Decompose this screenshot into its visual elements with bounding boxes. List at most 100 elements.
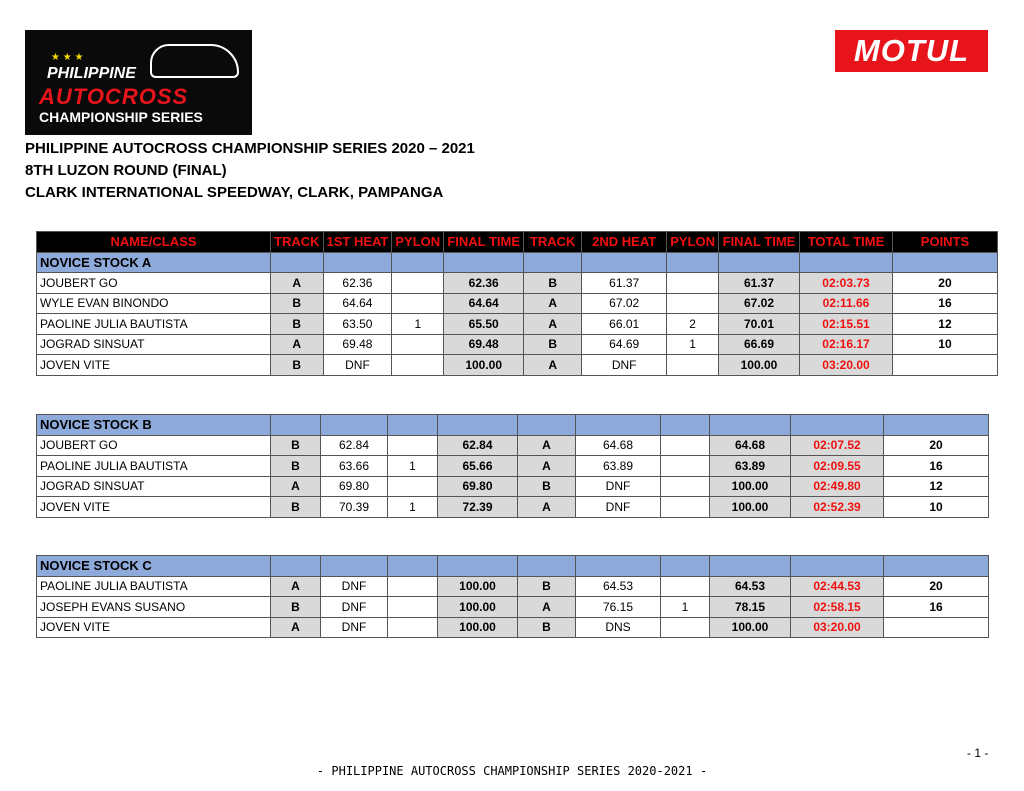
cell-pylon xyxy=(660,496,710,518)
cell-points xyxy=(891,354,998,376)
empty-cell xyxy=(660,555,710,577)
cell-pylon: 1 xyxy=(660,596,710,618)
cell-pylon: 1 xyxy=(387,496,438,518)
cell-total-time: 02:03.73 xyxy=(798,272,893,294)
empty-cell xyxy=(391,251,445,273)
cell-pylon: 1 xyxy=(391,313,445,335)
cell-final-time: 100.00 xyxy=(709,496,791,518)
cell-track: B xyxy=(270,496,321,518)
cell-name-class: WYLE EVAN BINONDO xyxy=(36,292,271,314)
cell-final-time: 100.00 xyxy=(437,616,518,638)
cell-1st-heat: 63.50 xyxy=(322,313,393,335)
table-row: JOVEN VITE B 70.39 1 72.39 A DNF 100.00 02:52.39… xyxy=(36,496,989,518)
table-row: JOVEN VITE B DNF 100.00 A DNF 100.00 03:20.00 xyxy=(36,354,998,376)
empty-cell xyxy=(517,414,576,436)
column-header: FINAL TIME xyxy=(717,231,800,253)
cell-final-time: 64.68 xyxy=(709,434,791,456)
cell-name-class: PAOLINE JULIA BAUTISTA xyxy=(36,575,271,597)
cell-track: B xyxy=(517,575,576,597)
cell-track: A xyxy=(517,496,576,518)
empty-cell xyxy=(270,414,321,436)
cell-final-time: 69.48 xyxy=(443,333,525,355)
cell-name-class: JOUBERT GO xyxy=(36,434,271,456)
column-header: TRACK xyxy=(270,231,324,253)
table-row: WYLE EVAN BINONDO B 64.64 64.64 A 67.02 67.02 0… xyxy=(36,292,998,314)
logo-text-2: AUTOCROSS xyxy=(39,84,189,109)
empty-cell xyxy=(270,251,324,273)
cell-pylon xyxy=(660,575,710,597)
empty-cell xyxy=(666,251,719,273)
cell-points: 12 xyxy=(891,313,998,335)
class-row: NOVICE STOCK A xyxy=(36,251,998,273)
empty-cell xyxy=(709,555,791,577)
cell-pylon xyxy=(660,616,710,638)
cell-total-time: 02:15.51 xyxy=(798,313,893,335)
cell-total-time: 03:20.00 xyxy=(790,616,884,638)
cell-pylon xyxy=(387,596,438,618)
cell-name-class: JOGRAD SINSUAT xyxy=(36,475,271,497)
results-table: NOVICE STOCK C PAOLINE JULIA BAUTISTA A DNF… xyxy=(36,555,989,638)
cell-name-class: PAOLINE JULIA BAUTISTA xyxy=(36,313,271,335)
cell-track: B xyxy=(270,292,324,314)
cell-2nd-heat: 67.02 xyxy=(581,292,668,314)
table-row: JOVEN VITE A DNF 100.00 B DNS 100.00 03:20.00 xyxy=(36,616,989,638)
cell-1st-heat: 62.84 xyxy=(320,434,388,456)
cell-total-time: 03:20.00 xyxy=(798,354,893,376)
cell-pylon xyxy=(660,475,710,497)
column-header: TOTAL TIME xyxy=(798,231,893,253)
empty-cell xyxy=(581,251,668,273)
cell-name-class: JOVEN VITE xyxy=(36,616,271,638)
cell-2nd-heat: DNS xyxy=(575,616,661,638)
cell-track: B xyxy=(270,455,321,477)
cell-pylon xyxy=(391,333,445,355)
cell-final-time: 100.00 xyxy=(709,475,791,497)
cell-total-time: 02:11.66 xyxy=(798,292,893,314)
cell-1st-heat: 64.64 xyxy=(322,292,393,314)
empty-cell xyxy=(575,414,661,436)
cell-pylon xyxy=(666,354,719,376)
footer: - PHILIPPINE AUTOCROSS CHAMPIONSHIP SERI… xyxy=(316,764,708,778)
column-header: NAME/CLASS xyxy=(36,231,271,253)
cell-track: A xyxy=(270,272,324,294)
cell-final-time: 100.00 xyxy=(709,616,791,638)
cell-name-class: JOSEPH EVANS SUSANO xyxy=(36,596,271,618)
column-header: PYLON xyxy=(391,231,445,253)
cell-pylon: 1 xyxy=(666,333,719,355)
empty-cell xyxy=(523,251,583,273)
cell-total-time: 02:58.15 xyxy=(790,596,884,618)
class-row: NOVICE STOCK C xyxy=(36,555,989,577)
cell-pylon: 2 xyxy=(666,313,719,335)
cell-2nd-heat: DNF xyxy=(581,354,668,376)
cell-1st-heat: DNF xyxy=(320,616,388,638)
cell-name-class: PAOLINE JULIA BAUTISTA xyxy=(36,455,271,477)
cell-final-time: 66.69 xyxy=(717,333,800,355)
cell-final-time: 67.02 xyxy=(717,292,800,314)
empty-cell xyxy=(717,251,800,273)
cell-1st-heat: 69.80 xyxy=(320,475,388,497)
cell-track: A xyxy=(523,354,583,376)
cell-pylon xyxy=(391,292,445,314)
empty-cell xyxy=(575,555,661,577)
cell-final-time: 65.66 xyxy=(437,455,518,477)
cell-track: A xyxy=(270,616,321,638)
cell-track: A xyxy=(523,292,583,314)
cell-track: A xyxy=(270,333,324,355)
cell-final-time: 65.50 xyxy=(443,313,525,335)
cell-final-time: 70.01 xyxy=(717,313,800,335)
title-round: 8TH LUZON ROUND (FINAL) xyxy=(25,162,227,179)
header-row: NAME/CLASS TRACK 1ST HEAT PYLON FINAL TIME TR… xyxy=(36,231,998,253)
cell-final-time: 100.00 xyxy=(437,575,518,597)
cell-track: A xyxy=(270,575,321,597)
cell-track: A xyxy=(523,313,583,335)
cell-total-time: 02:16.17 xyxy=(798,333,893,355)
table-row: JOSEPH EVANS SUSANO B DNF 100.00 A 76.15 1 78.1… xyxy=(36,596,989,618)
empty-cell xyxy=(437,414,518,436)
logo-text-1: PHILIPPINE xyxy=(47,65,136,82)
class-row: NOVICE STOCK B xyxy=(36,414,989,436)
cell-1st-heat: 62.36 xyxy=(322,272,393,294)
empty-cell xyxy=(883,555,989,577)
logo-text-3: CHAMPIONSHIP SERIES xyxy=(39,109,203,125)
cell-2nd-heat: DNF xyxy=(575,496,661,518)
cell-track: B xyxy=(270,596,321,618)
empty-cell xyxy=(660,414,710,436)
